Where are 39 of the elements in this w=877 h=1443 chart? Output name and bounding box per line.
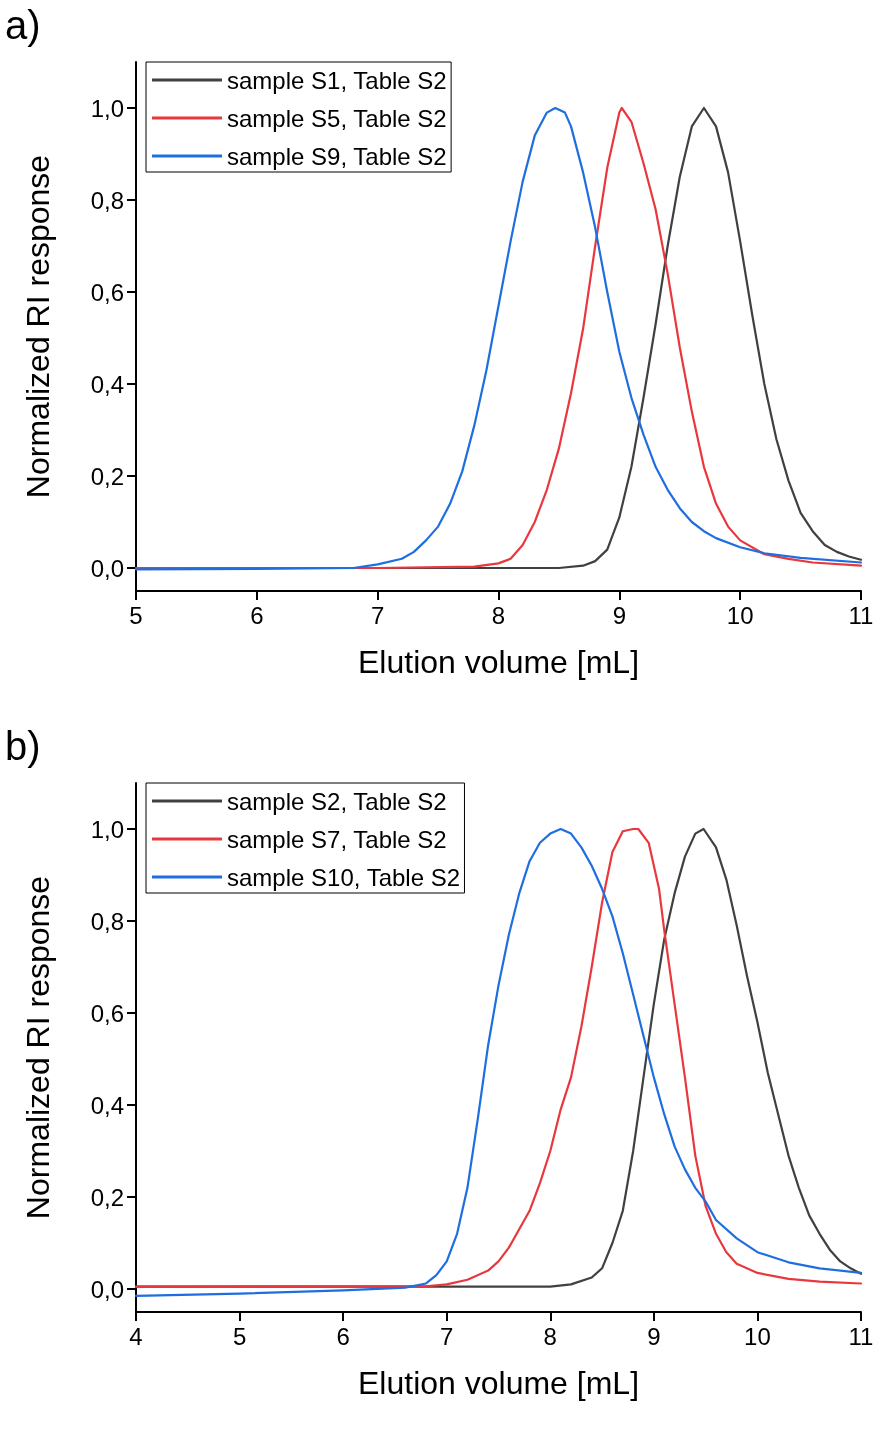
chart-title: b) <box>5 724 41 768</box>
x-tick-label: 9 <box>612 601 627 629</box>
y-tick-label: 0,8 <box>90 907 124 935</box>
y-tick-label: 1,0 <box>90 815 124 843</box>
y-axis-title: Normalized RI response <box>20 154 56 499</box>
y-axis-title: Normalized RI response <box>20 875 56 1220</box>
legend-label: sample S9, Table S2 <box>227 142 447 170</box>
x-tick-label: 11 <box>848 601 874 629</box>
x-axis-title: Elution volume [mL] <box>357 644 640 680</box>
y-tick-label: 0,4 <box>90 370 124 398</box>
x-tick-label: 7 <box>370 601 385 629</box>
x-tick-label: 8 <box>491 601 506 629</box>
x-tick-label: 5 <box>232 1322 247 1350</box>
x-axis-title: Elution volume [mL] <box>357 1365 640 1401</box>
x-tick-label: 6 <box>250 601 264 629</box>
legend-label: sample S5, Table S2 <box>227 104 447 132</box>
y-tick-label: 0,6 <box>90 999 124 1027</box>
x-tick-label: 4 <box>129 1322 143 1350</box>
x-tick-label: 11 <box>848 1322 874 1350</box>
legend-label: sample S7, Table S2 <box>227 825 447 853</box>
chart-title: a) <box>5 3 41 47</box>
y-tick-label: 0,6 <box>90 278 124 306</box>
y-tick-label: 1,0 <box>90 94 124 122</box>
x-tick-label: 5 <box>129 601 143 629</box>
y-tick-label: 0,2 <box>90 1183 124 1211</box>
legend-label: sample S1, Table S2 <box>227 66 447 94</box>
x-tick-label: 10 <box>744 1322 771 1350</box>
legend-label: sample S10, Table S2 <box>227 863 461 891</box>
y-tick-label: 0,4 <box>90 1091 124 1119</box>
x-tick-label: 7 <box>440 1322 454 1350</box>
y-tick-label: 0,0 <box>90 1275 124 1303</box>
y-tick-label: 0,0 <box>90 554 124 582</box>
x-tick-label: 6 <box>336 1322 350 1350</box>
y-tick-label: 0,8 <box>90 186 124 214</box>
x-tick-label: 8 <box>543 1322 557 1350</box>
x-tick-label: 9 <box>647 1322 661 1350</box>
legend-label: sample S2, Table S2 <box>227 787 447 815</box>
x-tick-label: 10 <box>726 601 754 629</box>
y-tick-label: 0,2 <box>90 462 124 490</box>
